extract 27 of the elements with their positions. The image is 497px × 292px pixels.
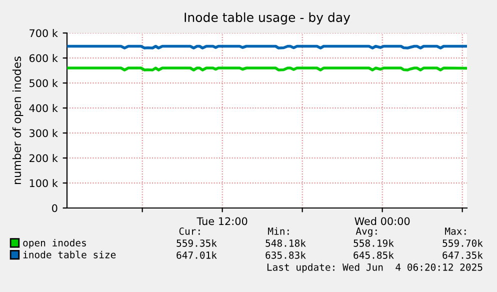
legend-label: inode table size <box>23 250 116 258</box>
text: 647.35k <box>442 251 483 259</box>
text: Cur: <box>179 227 200 235</box>
text: 559.70k <box>442 239 483 247</box>
y-tick-label: 200 k <box>30 154 58 162</box>
text: 647.01k <box>176 251 217 259</box>
x-tick-label: Tue 12:00 <box>196 217 248 226</box>
y-tick-label: 400 k <box>29 104 58 112</box>
y-tick-label: 300 k <box>30 129 58 138</box>
chart-title: Inode table usage - by day <box>184 12 350 24</box>
text: Min: <box>268 227 289 235</box>
y-tick-label: 600 k <box>29 54 58 62</box>
text: 558.19k <box>354 239 394 247</box>
text: 548.18k <box>266 239 306 247</box>
text: Last update: Wed Jun 4 06:20:12 2025 <box>267 263 482 273</box>
legend-label: open inodes <box>23 238 86 248</box>
text: 635.83k <box>266 251 306 259</box>
y-tick-label: 700 k <box>30 29 58 38</box>
y-axis-title: number of open inodes <box>12 56 24 184</box>
text: 559.35k <box>176 239 217 247</box>
y-tick-label: 0 <box>52 204 58 212</box>
text: Max: <box>445 228 466 235</box>
y-tick-label: 100 k <box>30 179 58 188</box>
text: Avg: <box>356 228 377 237</box>
text: 645.85k <box>354 251 394 259</box>
x-tick-label: Wed 00:00 <box>354 217 410 226</box>
y-tick-label: 500 k <box>30 79 58 88</box>
